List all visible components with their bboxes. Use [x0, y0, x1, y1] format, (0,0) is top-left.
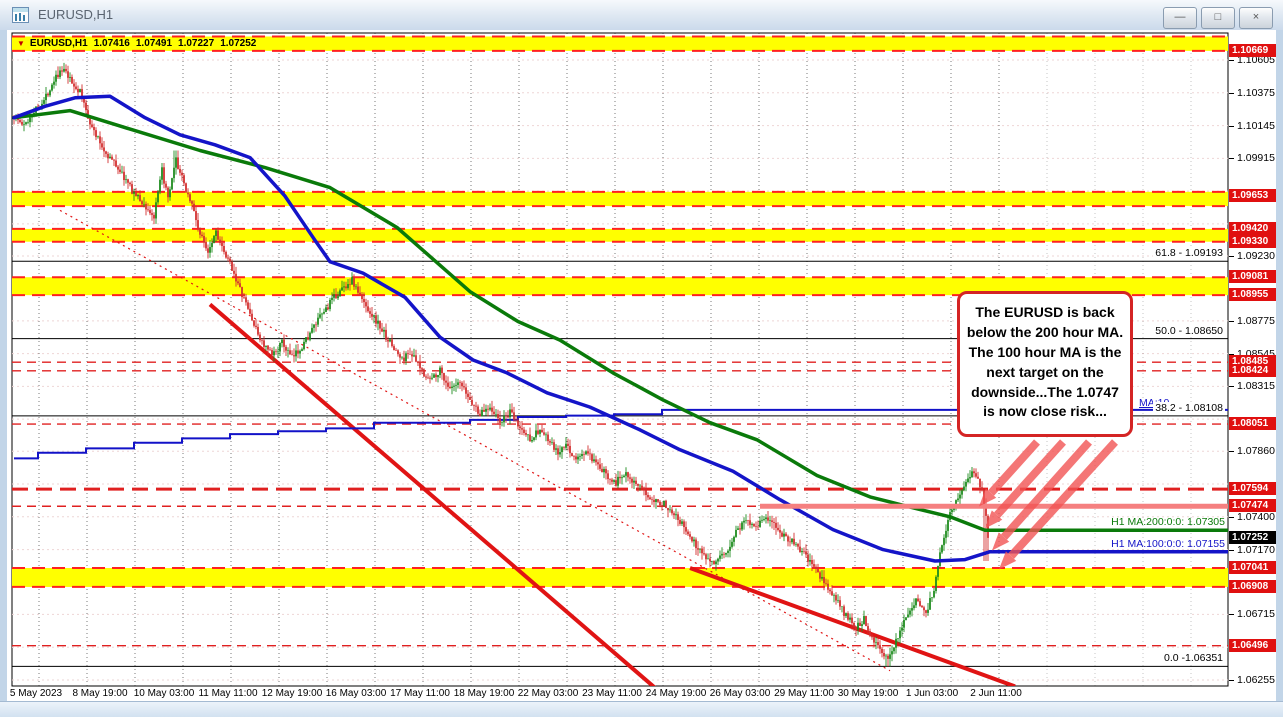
close-button[interactable]: ×: [1239, 7, 1273, 29]
title-bar: EURUSD,H1 — □ ×: [0, 0, 1283, 31]
arrow-shaft: [994, 439, 1066, 518]
arrow-head-icon: [992, 532, 1010, 551]
window-frame-right: [1276, 30, 1283, 702]
minimize-button[interactable]: —: [1163, 7, 1197, 29]
daily-ma-step-line[interactable]: [14, 408, 1228, 460]
annotation-arrows: [978, 439, 1118, 570]
window-frame-left: [0, 30, 7, 702]
arrow-head-icon: [998, 551, 1017, 570]
support-resistance-band: [12, 36, 1228, 51]
support-resistance-band: [12, 567, 1228, 587]
support-resistance-band: [12, 191, 1228, 207]
chart-window-icon: [12, 7, 29, 23]
trendline[interactable]: [59, 209, 891, 672]
support-resistance-band: [12, 277, 1228, 296]
trendline[interactable]: [208, 302, 660, 692]
arrow-shaft: [1001, 439, 1092, 540]
restore-button[interactable]: □: [1201, 7, 1235, 29]
plot-layers: [12, 33, 1228, 692]
arrow-shaft: [988, 439, 1040, 496]
status-bar: [0, 701, 1283, 717]
arrow-shaft: [1008, 439, 1118, 559]
window-title: EURUSD,H1: [38, 7, 114, 22]
ma-100-hour-line[interactable]: [12, 94, 1228, 563]
chart-canvas[interactable]: [0, 30, 1283, 702]
arrow-head-icon: [984, 510, 1003, 529]
plot-area[interactable]: [11, 32, 1229, 687]
trendline[interactable]: [689, 566, 1016, 686]
support-resistance-band: [12, 228, 1228, 242]
arrow-head-icon: [978, 488, 997, 507]
candles: [13, 62, 989, 667]
